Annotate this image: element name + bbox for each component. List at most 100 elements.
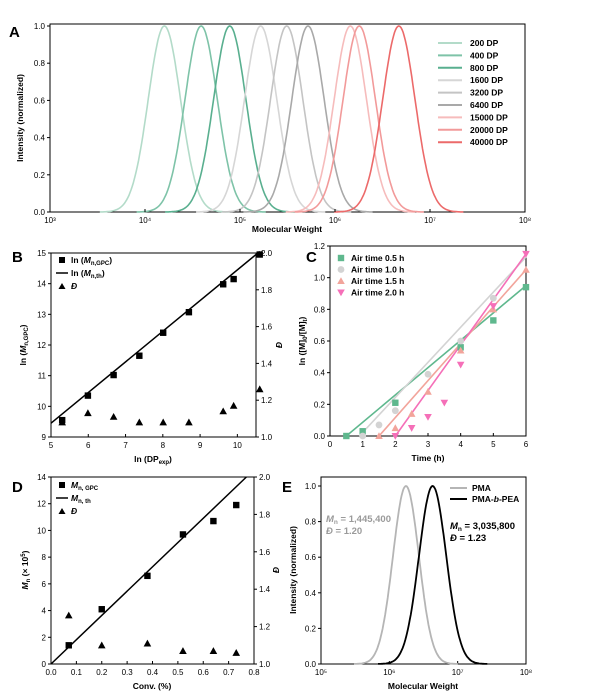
chart-c-x-tick-label: 0 bbox=[328, 440, 333, 449]
chart-c-legend-label: Air time 1.5 h bbox=[351, 276, 404, 286]
chart-a-legend-label: 20000 DP bbox=[470, 125, 508, 135]
chart-d-dispersity-point bbox=[97, 641, 106, 649]
chart-b-gpc-point bbox=[256, 251, 263, 258]
chart-d-gpc-point bbox=[65, 642, 72, 649]
chart-a-x-tick-label: 10⁶ bbox=[329, 216, 341, 225]
chart-e-x-tick-label: 10⁶ bbox=[383, 668, 395, 677]
chart-c-fit-line bbox=[358, 256, 527, 437]
legend-b-item-2: ln (Mn,th) bbox=[71, 268, 105, 280]
legend-b-triangle-marker bbox=[58, 283, 66, 289]
chart-c-x-tick-label: 2 bbox=[393, 440, 398, 449]
chart-a-series-curve bbox=[222, 25, 352, 213]
chart-c-legend-marker bbox=[337, 254, 345, 262]
chart-b-y2-tick-label: 1.8 bbox=[261, 286, 273, 295]
chart-d-y-tick-label: 12 bbox=[37, 500, 46, 509]
chart-c-xlabel: Time (h) bbox=[412, 453, 445, 463]
chart-e-y-tick-label: 1.0 bbox=[305, 482, 317, 491]
chart-b-y-tick-label: 13 bbox=[37, 310, 46, 319]
chart-c-legend-label: Air time 0.5 h bbox=[351, 253, 404, 263]
chart-c-y-ticks: 0.0 0.2 0.4 0.6 0.8 1.0 1.2 bbox=[314, 242, 330, 441]
chart-d-gpc-point bbox=[210, 517, 217, 525]
chart-c-point bbox=[392, 399, 399, 406]
chart-b-x-tick-label: 10 bbox=[233, 441, 242, 450]
chart-b-y2-ticks: 1.0 1.2 1.4 1.6 1.8 2.0 bbox=[256, 249, 273, 442]
chart-a-x-tick-label: 10⁴ bbox=[139, 216, 152, 225]
annotation-pma-d: Đ = 1.20 bbox=[326, 526, 362, 537]
legend-d-square-marker bbox=[59, 482, 65, 488]
chart-d-legend: Mn, GPC Mn, th Đ bbox=[56, 480, 99, 516]
chart-c-point bbox=[407, 425, 416, 432]
chart-a-y-tick-label: 0.6 bbox=[34, 96, 46, 105]
chart-e-copolymer-curve bbox=[378, 485, 488, 665]
chart-c-y-tick-label: 1.0 bbox=[314, 274, 326, 283]
chart-a-series-curve bbox=[294, 25, 424, 213]
chart-c-fit-line bbox=[378, 269, 527, 437]
chart-d-gpc-point bbox=[144, 572, 151, 580]
chart-b-y2label: Đ bbox=[274, 342, 284, 348]
chart-e-xlabel: Molecular Weight bbox=[388, 681, 458, 691]
chart-a-legend-label: 400 DP bbox=[470, 50, 499, 60]
chart-b-dispersity-point bbox=[84, 409, 92, 417]
legend-b-item-3: Đ bbox=[71, 281, 77, 291]
chart-b-x-ticks: 5 6 7 8 9 10 bbox=[49, 434, 242, 450]
chart-e-y-ticks: 0.0 0.2 0.4 0.6 0.8 1.0 bbox=[305, 482, 321, 669]
chart-c-legend-label: Air time 2.0 h bbox=[351, 288, 404, 298]
chart-b-dispersity-point bbox=[219, 407, 227, 415]
chart-a-legend-label: 15000 DP bbox=[470, 112, 508, 122]
chart-d-x-tick-label: 0.8 bbox=[248, 668, 260, 677]
chart-a-y-tick-label: 1.0 bbox=[34, 22, 46, 31]
chart-e-x-tick-label: 10⁷ bbox=[452, 668, 464, 677]
chart-e-frame bbox=[320, 476, 527, 665]
chart-a-y-tick-label: 0.0 bbox=[34, 208, 46, 217]
chart-c-legend-marker bbox=[337, 266, 345, 273]
chart-c-ylabel: ln ([M]0/[M]t) bbox=[297, 316, 309, 365]
chart-b-dispersity-point bbox=[255, 385, 264, 393]
chart-d-y2-tick-label: 1.6 bbox=[259, 548, 271, 557]
chart-b-dispersity-point bbox=[229, 401, 238, 409]
chart-b-dispersity-point bbox=[159, 418, 167, 426]
chart-b-dispersity-point bbox=[58, 418, 66, 426]
chart-b-y-tick-label: 9 bbox=[42, 433, 47, 442]
chart-d-y2-tick-label: 1.4 bbox=[259, 585, 271, 594]
chart-c-point bbox=[489, 303, 498, 310]
chart-d-dispersity-point bbox=[209, 647, 218, 654]
chart-a-legend-label: 200 DP bbox=[470, 38, 499, 48]
chart-c-legend-marker bbox=[337, 277, 345, 285]
chart-d-x-tick-label: 0.1 bbox=[71, 668, 83, 677]
chart-d-gpc-point bbox=[179, 531, 187, 538]
chart-b-marks bbox=[50, 250, 264, 426]
chart-c-marks bbox=[343, 250, 530, 440]
chart-a-series-curve bbox=[243, 25, 373, 213]
chart-e-curves bbox=[354, 485, 488, 665]
chart-c-point bbox=[391, 432, 400, 440]
chart-c-point bbox=[424, 370, 432, 378]
chart-c-x-tick-label: 1 bbox=[360, 440, 365, 449]
chart-d-y2-ticks: 1.0 1.2 1.4 1.6 1.8 2.0 bbox=[254, 473, 271, 669]
chart-c-point bbox=[457, 337, 465, 345]
chart-c-point bbox=[375, 432, 383, 440]
chart-b-y2-tick-label: 1.4 bbox=[261, 359, 273, 368]
panel-label-e: E bbox=[282, 479, 292, 496]
chart-c-point bbox=[489, 294, 497, 302]
legend-e-item-2: PMA-b-PEA bbox=[472, 494, 519, 504]
chart-c-frame bbox=[329, 245, 527, 437]
chart-c-y-tick-label: 0.6 bbox=[314, 337, 326, 346]
chart-d-x-ticks: 0.0 0.1 0.2 0.3 0.4 0.5 0.6 0.7 0.8 bbox=[45, 661, 260, 677]
panel-label-b: B bbox=[12, 249, 23, 266]
chart-c-point bbox=[456, 361, 465, 369]
chart-c-y-tick-label: 1.2 bbox=[314, 242, 326, 251]
chart-d-theory-line bbox=[50, 476, 247, 665]
chart-e-x-tick-label: 10⁵ bbox=[315, 668, 327, 677]
chart-d-gpc-point bbox=[233, 501, 240, 509]
panel-label-c: C bbox=[306, 249, 317, 266]
chart-b: 5 6 7 8 9 10 9 10 11 12 13 14 15 1.0 1.2 1.4 1.6 1.8 2.0… bbox=[18, 249, 284, 466]
chart-b-dispersity-point bbox=[185, 418, 193, 426]
chart-c-y-tick-label: 0.2 bbox=[314, 400, 326, 409]
chart-c-fit-line bbox=[345, 284, 527, 437]
chart-b-xlabel: ln (DPexp) bbox=[134, 454, 172, 466]
chart-d: 0.0 0.1 0.2 0.3 0.4 0.5 0.6 0.7 0.8 02468101214 … bbox=[20, 473, 281, 691]
panel-label-d: D bbox=[12, 479, 23, 496]
chart-d-x-tick-label: 0.7 bbox=[223, 668, 235, 677]
chart-b-y2-tick-label: 2.0 bbox=[261, 249, 273, 258]
